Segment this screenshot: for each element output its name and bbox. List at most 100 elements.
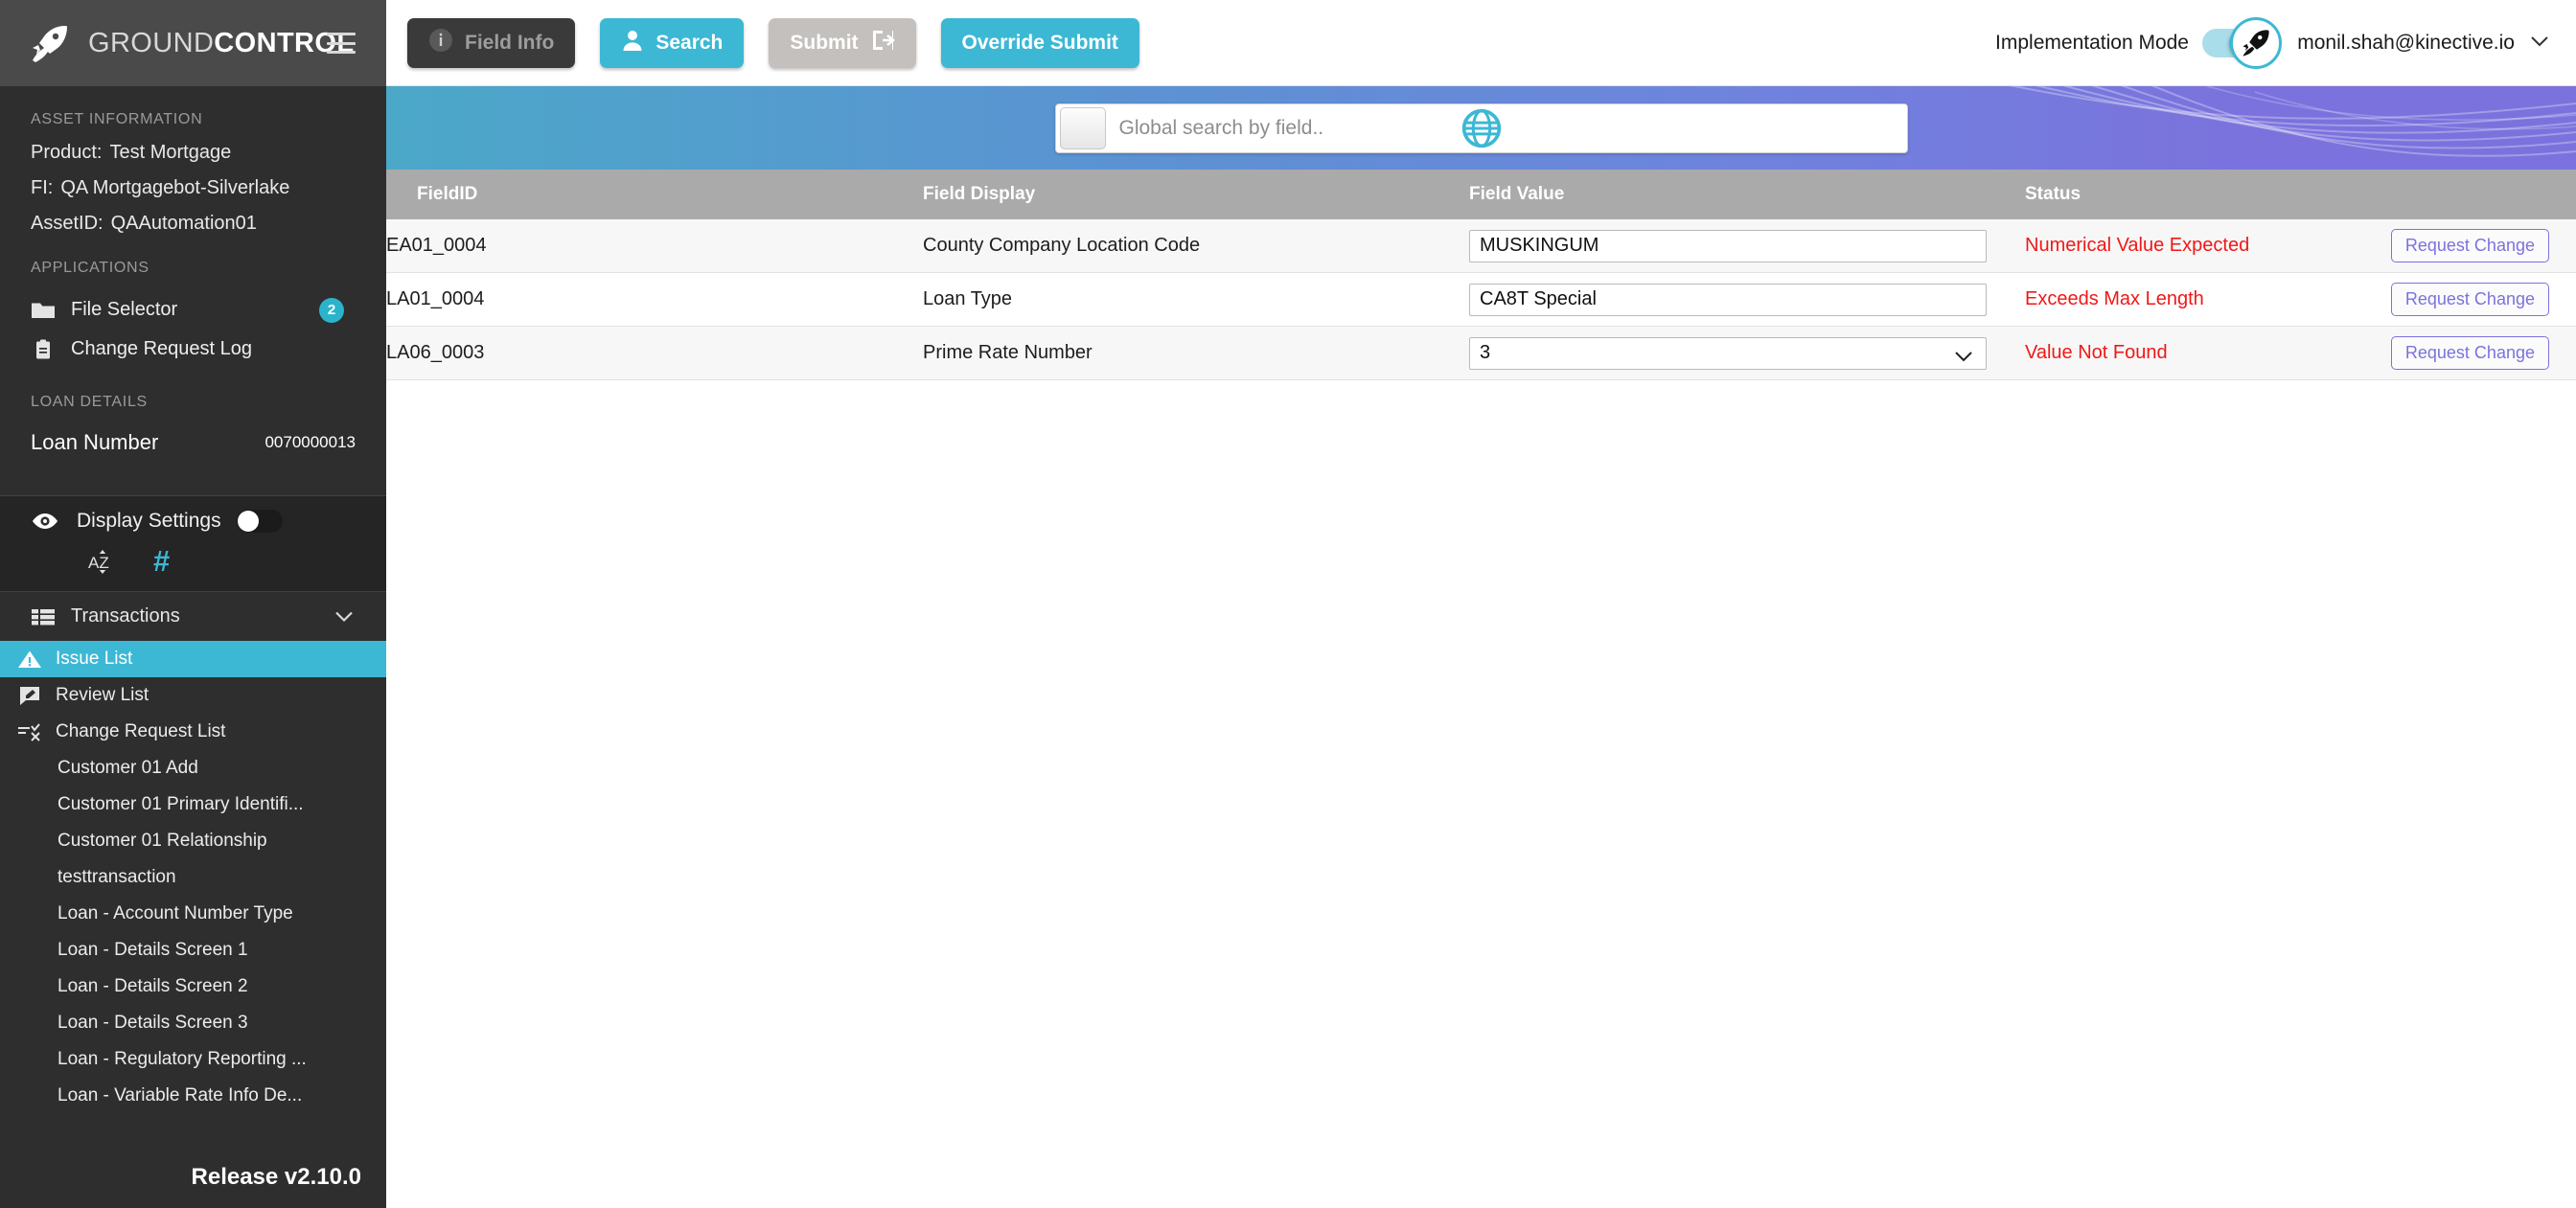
status-badge: Exceeds Max Length [2025,288,2204,309]
info-icon [428,28,453,58]
display-settings-row: Display Settings [0,510,386,533]
loan-number-value: 0070000013 [264,433,356,451]
field-value-select-wrapper [1469,336,1987,370]
sidebar-item-loan-account-number-type[interactable]: Loan - Account Number Type [0,896,386,932]
chevron-down-icon[interactable] [334,605,354,627]
sidebar-item-loan-details-screen-2-label: Loan - Details Screen 2 [58,976,248,996]
submit-button-label: Submit [790,31,859,54]
asset-row-fi-value: QA Mortgagebot-Silverlake [60,177,290,198]
global-search-input[interactable] [1109,103,1907,152]
sidebar-item-testtransaction[interactable]: testtransaction [0,859,386,896]
request-change-button[interactable]: Request Change [2390,229,2549,262]
search-button-label: Search [656,31,724,54]
brand-title-light: GROUND [88,27,215,58]
cell-field-value [1469,219,2025,273]
main-content: Field Info Search Submit [386,0,2576,1208]
column-header-field-value[interactable]: Field Value [1469,170,2025,219]
hamburger-icon[interactable] [327,33,356,54]
sidebar-item-loan-regulatory-reporting[interactable]: Loan - Regulatory Reporting ... [0,1041,386,1078]
sidebar-item-review-list-label: Review List [56,685,150,705]
brand-title: GROUNDCONTROL [88,28,354,59]
sidebar-group-transactions[interactable]: Transactions [0,592,386,641]
cell-field-value [1469,272,2025,327]
sidebar-item-loan-details-screen-2[interactable]: Loan - Details Screen 2 [0,969,386,1005]
list-icon [31,607,56,627]
rocket-icon [27,20,73,66]
table-header-row: FieldID Field Display Field Value Status [386,170,2576,219]
column-header-status[interactable]: Status [2025,170,2370,219]
sidebar-item-loan-details-screen-3[interactable]: Loan - Details Screen 3 [0,1005,386,1041]
submit-button[interactable]: Submit [769,17,916,68]
person-icon [621,29,644,57]
hash-icon[interactable]: # [153,544,171,578]
sidebar-item-customer-01-primary-identification[interactable]: Customer 01 Primary Identifi... [0,786,386,823]
submit-arrow-icon [870,28,895,58]
sidebar-item-change-request-log[interactable]: Change Request Log [0,330,386,369]
sidebar-item-loan-account-number-type-label: Loan - Account Number Type [58,903,293,923]
banner-decoration [2009,86,2576,157]
warning-triangle-icon [17,649,42,670]
status-badge: Numerical Value Expected [2025,235,2250,256]
loan-number-label: Loan Number [31,430,159,454]
column-header-field-display[interactable]: Field Display [923,170,1469,219]
eye-icon [31,511,59,532]
table-row[interactable]: LA01_0004 Loan Type Exceeds Max Length R… [386,272,2576,327]
field-info-button[interactable]: Field Info [407,17,576,68]
issue-list-table: FieldID Field Display Field Value Status… [386,170,2576,380]
sidebar-item-customer-01-add[interactable]: Customer 01 Add [0,750,386,786]
cell-status: Numerical Value Expected [2025,219,2370,273]
request-change-button[interactable]: Request Change [2390,283,2549,316]
sidebar-item-review-list[interactable]: Review List [0,677,386,714]
chevron-down-icon[interactable] [2530,34,2549,52]
implementation-mode-control: Implementation Mode [1995,26,2262,59]
sidebar-item-change-request-list[interactable]: Change Request List [0,714,386,750]
sidebar-item-issue-list[interactable]: Issue List [0,641,386,677]
cell-field-display: County Company Location Code [923,219,1469,273]
cell-field-id: LA01_0004 [386,272,923,327]
status-badge: Value Not Found [2025,342,2168,363]
asset-row-assetid-value: QAAutomation01 [110,213,257,234]
column-header-fieldid[interactable]: FieldID [386,170,923,219]
sort-controls: AZ # [0,533,386,576]
cell-status: Value Not Found [2025,326,2370,380]
toolbar: Field Info Search Submit [386,0,2576,86]
override-submit-button[interactable]: Override Submit [940,17,1139,68]
table-row[interactable]: EA01_0004 County Company Location Code N… [386,219,2576,273]
sidebar-item-change-request-list-label: Change Request List [56,721,226,741]
review-note-icon [17,685,42,706]
sidebar-item-loan-variable-rate-info[interactable]: Loan - Variable Rate Info De... [0,1078,386,1114]
cell-field-id: LA06_0003 [386,326,923,380]
svg-text:AZ: AZ [88,554,109,572]
sidebar-item-file-selector[interactable]: File Selector 2 [0,290,386,330]
asset-row-product: Product: Test Mortgage [0,142,386,164]
sidebar-item-loan-details-screen-1[interactable]: Loan - Details Screen 1 [0,932,386,969]
table-header: FieldID Field Display Field Value Status [386,170,2576,219]
field-value-input[interactable] [1469,229,1987,262]
display-settings-toggle[interactable] [236,510,283,533]
request-change-button[interactable]: Request Change [2390,336,2549,370]
table-row[interactable]: LA06_0003 Prime Rate Number Value Not Fo… [386,326,2576,380]
override-submit-button-label: Override Submit [961,31,1118,54]
sidebar-item-customer-01-relationship[interactable]: Customer 01 Relationship [0,823,386,859]
field-value-input[interactable] [1469,283,1987,316]
sort-alpha-icon[interactable]: AZ [88,547,121,576]
cell-field-id: EA01_0004 [386,219,923,273]
loan-number-row: Loan Number 0070000013 [0,424,386,461]
field-info-button-label: Field Info [465,31,555,54]
file-selector-badge: 2 [319,297,344,323]
globe-icon[interactable] [1059,106,1501,149]
sidebar-group-transactions-label: Transactions [71,605,180,627]
table-body: EA01_0004 County Company Location Code N… [386,219,2576,380]
release-version: Release v2.10.0 [191,1164,361,1190]
search-button[interactable]: Search [600,17,745,68]
field-value-select[interactable] [1469,336,1987,370]
asset-row-product-value: Test Mortgage [109,142,232,163]
sidebar-item-customer-01-relationship-label: Customer 01 Relationship [58,831,267,851]
cell-field-display: Loan Type [923,272,1469,327]
sidebar-item-testtransaction-label: testtransaction [58,867,176,887]
user-menu[interactable]: monil.shah@kinective.io [2230,16,2549,69]
sidebar-item-loan-regulatory-reporting-label: Loan - Regulatory Reporting ... [58,1049,307,1069]
sidebar-item-change-request-log-label: Change Request Log [71,338,253,359]
user-email: monil.shah@kinective.io [2297,31,2515,54]
sidebar-item-issue-list-label: Issue List [56,649,133,669]
